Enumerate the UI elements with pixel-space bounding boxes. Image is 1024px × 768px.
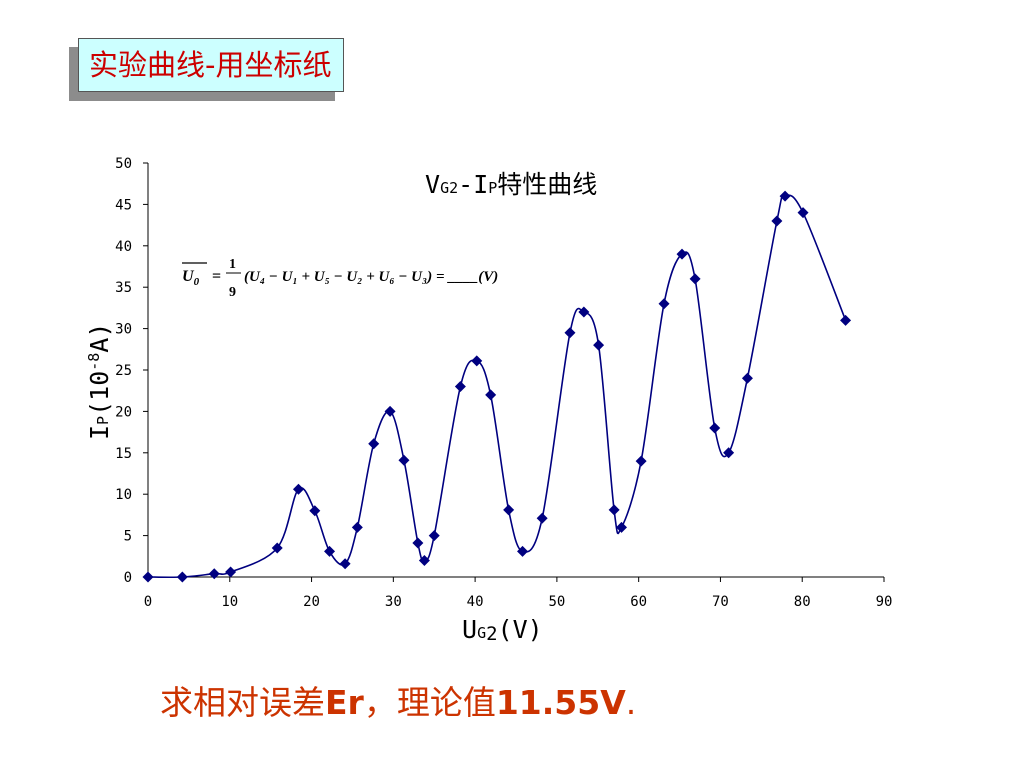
data-point-marker xyxy=(723,447,735,459)
y-tick-label: 10 xyxy=(115,487,132,503)
y-tick-label: 30 xyxy=(115,322,132,338)
x-tick-label: 50 xyxy=(548,594,565,610)
y-tick-label: 35 xyxy=(115,280,132,296)
data-point-marker xyxy=(741,372,753,384)
task-theory-value: 11.55V xyxy=(495,683,626,722)
data-point-marker xyxy=(384,405,396,417)
task-prefix: 求相对误差 xyxy=(160,683,325,722)
data-point-marker xyxy=(292,483,304,495)
x-tick-label: 40 xyxy=(467,594,484,610)
y-tick-label: 0 xyxy=(124,570,132,586)
task-er: Er xyxy=(325,683,364,722)
data-point-marker xyxy=(709,422,721,434)
data-point-marker xyxy=(689,273,701,285)
task-mid: ，理论值 xyxy=(363,683,496,722)
x-tick-label: 10 xyxy=(221,594,238,610)
data-point-marker xyxy=(428,530,440,542)
data-point-marker xyxy=(840,314,852,326)
data-point-marker xyxy=(578,306,590,318)
x-tick-label: 60 xyxy=(630,594,647,610)
data-point-marker xyxy=(309,505,321,517)
data-point-marker xyxy=(339,558,351,570)
data-point-marker xyxy=(225,566,237,578)
y-tick-label: 20 xyxy=(115,404,132,420)
y-axis-label: IP(10-8A) xyxy=(85,323,114,440)
data-point-marker xyxy=(503,504,515,516)
data-point-marker xyxy=(412,537,424,549)
x-tick-label: 20 xyxy=(303,594,320,610)
series-markers xyxy=(142,190,852,583)
chart-title: VG2-IP特性曲线 xyxy=(425,170,597,199)
data-point-marker xyxy=(454,381,466,393)
chart-axes xyxy=(147,163,884,578)
formula: U0 = 1 9 (U₄ − U₁ + U₅ − U₂ + U₆ − U₃) =… xyxy=(182,257,498,300)
data-point-marker xyxy=(418,554,430,566)
data-point-marker xyxy=(324,545,336,557)
x-tick-label: 0 xyxy=(144,594,152,610)
y-tick-label: 50 xyxy=(115,156,132,172)
data-point-marker xyxy=(368,438,380,450)
data-point-marker xyxy=(615,521,627,533)
task-instruction: 求相对误差Er，理论值11.55V. xyxy=(160,676,636,724)
data-point-marker xyxy=(635,455,647,467)
svg-text:=: = xyxy=(212,268,221,285)
svg-text:U0: U0 xyxy=(182,268,200,288)
data-point-marker xyxy=(517,545,529,557)
data-point-marker xyxy=(176,571,188,583)
svg-text:1: 1 xyxy=(229,257,236,272)
data-point-marker xyxy=(593,339,605,351)
data-point-marker xyxy=(471,355,483,367)
data-point-marker xyxy=(485,389,497,401)
data-point-marker xyxy=(608,504,620,516)
data-point-marker xyxy=(779,190,791,202)
svg-text:(U₄ − U₁ + U₅ − U₂ + U₆ − U₃): (U₄ − U₁ + U₅ − U₂ + U₆ − U₃) = ____(V) xyxy=(244,269,498,285)
y-tick-label: 15 xyxy=(115,446,132,462)
data-point-marker xyxy=(797,207,809,219)
x-tick-label: 70 xyxy=(712,594,729,610)
data-point-marker xyxy=(208,568,220,580)
slide-title: 实验曲线-用坐标纸 xyxy=(78,38,345,92)
data-point-marker xyxy=(536,512,548,524)
y-tick-label: 45 xyxy=(115,197,132,213)
data-point-marker xyxy=(142,571,154,583)
svg-text:9: 9 xyxy=(229,285,236,300)
y-tick-label: 25 xyxy=(115,363,132,379)
data-point-marker xyxy=(271,542,283,554)
series-curve xyxy=(147,194,847,579)
x-tick-label: 90 xyxy=(876,594,893,610)
data-point-marker xyxy=(658,298,670,310)
chart-ticks: 0 10 20 30 40 50 60 70 80 90 0 5 10 15 20 25 30 35 40 45 50 xyxy=(115,156,892,610)
x-tick-label: 80 xyxy=(794,594,811,610)
data-point-marker xyxy=(564,327,576,339)
y-tick-label: 40 xyxy=(115,239,132,255)
task-suffix: . xyxy=(625,683,637,722)
x-tick-label: 30 xyxy=(385,594,402,610)
y-tick-label: 5 xyxy=(124,529,132,545)
data-point-marker xyxy=(351,521,363,533)
data-point-marker xyxy=(676,248,688,260)
data-point-marker xyxy=(771,215,783,227)
x-axis-label: UG2(V) xyxy=(462,615,543,645)
data-point-marker xyxy=(398,454,410,466)
